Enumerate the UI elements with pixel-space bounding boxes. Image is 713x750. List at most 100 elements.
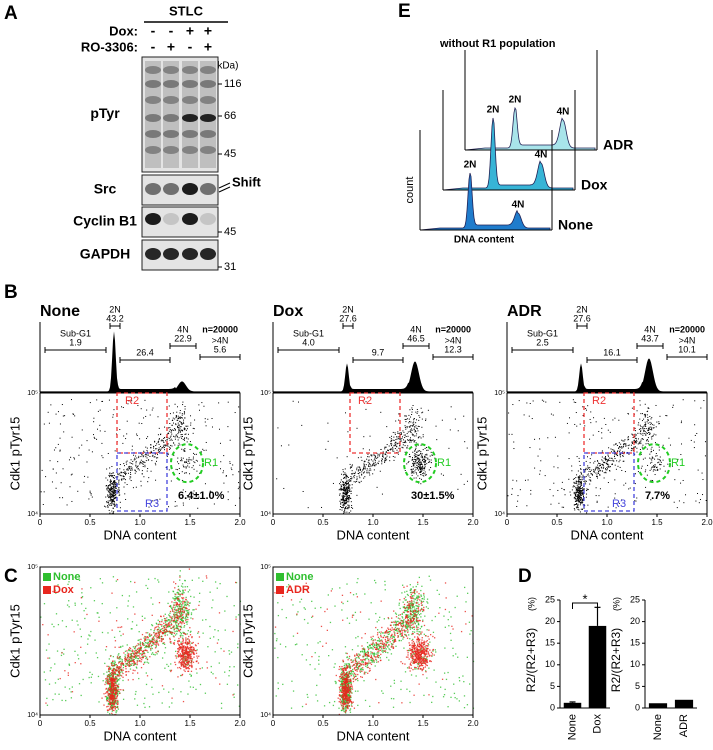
scatter-dot [227, 401, 229, 403]
scatter-dot [114, 688, 116, 691]
scatter-dot [220, 468, 222, 470]
scatter-dot [408, 418, 410, 420]
scatter-dot [412, 459, 414, 461]
scatter-dot [344, 488, 346, 490]
scatter-dot [188, 457, 190, 459]
scatter-dot [641, 446, 643, 448]
scatter-dot [122, 676, 124, 678]
scatter-dot [143, 642, 145, 645]
scatter-dot [418, 465, 420, 467]
scatter-dot [578, 477, 580, 479]
scatter-dot [364, 461, 366, 463]
scatter-dot [620, 453, 622, 455]
scatter-dot [346, 492, 348, 494]
scatter-dot [637, 471, 639, 473]
scatter-dot [174, 630, 176, 633]
scatter-dot [179, 575, 181, 577]
scatter-dot [406, 427, 408, 429]
scatter-dot [580, 496, 582, 498]
scatter-dot [558, 502, 560, 504]
scatter-dot [141, 633, 144, 636]
scatter-dot [580, 476, 582, 478]
blot-band [182, 248, 198, 260]
scatter-dot [122, 679, 124, 682]
scatter-dot [390, 448, 392, 450]
scatter-dot [184, 650, 187, 653]
hist-gate-value: 5.6 [214, 344, 227, 354]
scatter-dot [119, 630, 121, 633]
scatter-dot [122, 406, 124, 408]
scatter-dot [342, 484, 344, 486]
scatter-dot [655, 434, 657, 436]
scatter-dot [179, 431, 181, 433]
scatter-dot [641, 438, 643, 440]
scatter-dot [118, 673, 120, 675]
scatter-cloud [276, 400, 468, 514]
scatter-dot [183, 626, 185, 628]
scatter-dot [175, 621, 177, 624]
scatter-dot [513, 441, 515, 443]
scatter-dot [164, 426, 166, 428]
scatter-dot [168, 691, 170, 693]
scatter-dot [409, 441, 411, 443]
scatter-dot [345, 508, 347, 510]
scatter-dot [418, 426, 420, 428]
scatter-dot [575, 504, 577, 506]
scatter-dot [113, 492, 115, 494]
scatter-dot [154, 626, 156, 629]
scatter-dot [590, 480, 592, 482]
scatter-dot [120, 646, 122, 648]
blot-band [163, 96, 179, 104]
scatter-dot [179, 621, 181, 623]
scatter-dot [645, 414, 647, 416]
scatter-dot [56, 650, 59, 652]
scatter-dot [640, 433, 642, 435]
scatter-dot [190, 665, 192, 667]
scatter-dot [112, 690, 115, 692]
scatter-dot [349, 489, 351, 491]
scatter-dot [577, 494, 579, 496]
scatter-dot [366, 472, 368, 474]
scatter-dot [134, 693, 137, 695]
scatter-dot [141, 454, 143, 456]
scatter-dot [108, 681, 110, 683]
scatter-dot [175, 625, 178, 627]
scatter-dot [370, 469, 372, 471]
scatter-dot [650, 428, 652, 430]
scatter-dot [417, 463, 419, 465]
scatter-cloud [40, 399, 241, 514]
scatter-dot [397, 451, 399, 453]
scatter-dot [343, 488, 345, 490]
scatter-dot [173, 454, 175, 456]
scatter-dot [63, 431, 65, 433]
scatter-dot [153, 446, 155, 448]
scatter-dot [188, 654, 190, 656]
scatter-dot [177, 433, 179, 435]
scatter-dot [121, 406, 123, 408]
scatter-dot [183, 669, 185, 671]
scatter-dot [427, 449, 429, 451]
scatter-dot [176, 614, 178, 617]
scatter-dot [132, 646, 135, 648]
scatter-dot [342, 503, 344, 505]
scatter-dot [415, 425, 417, 427]
scatter-dot [155, 499, 157, 501]
scatter-dot [624, 471, 626, 473]
scatter-dot [347, 431, 349, 433]
scatter-dot [161, 702, 163, 704]
scatter-dot [569, 491, 571, 493]
scatter-dot [181, 434, 183, 436]
scatter-dot [182, 639, 184, 641]
scatter-dot [109, 690, 111, 692]
scatter-dot [116, 706, 118, 708]
scatter-dot [133, 662, 135, 664]
scatter-dot [415, 454, 417, 456]
scatter-dot [592, 469, 594, 471]
scatter-dot [187, 591, 189, 593]
scatter-dot [132, 606, 135, 608]
scatter-dot [110, 496, 112, 498]
scatter-dot [369, 474, 371, 476]
scatter-dot [385, 458, 387, 460]
scatter-dot [110, 683, 112, 686]
scatter-dot [103, 693, 105, 695]
